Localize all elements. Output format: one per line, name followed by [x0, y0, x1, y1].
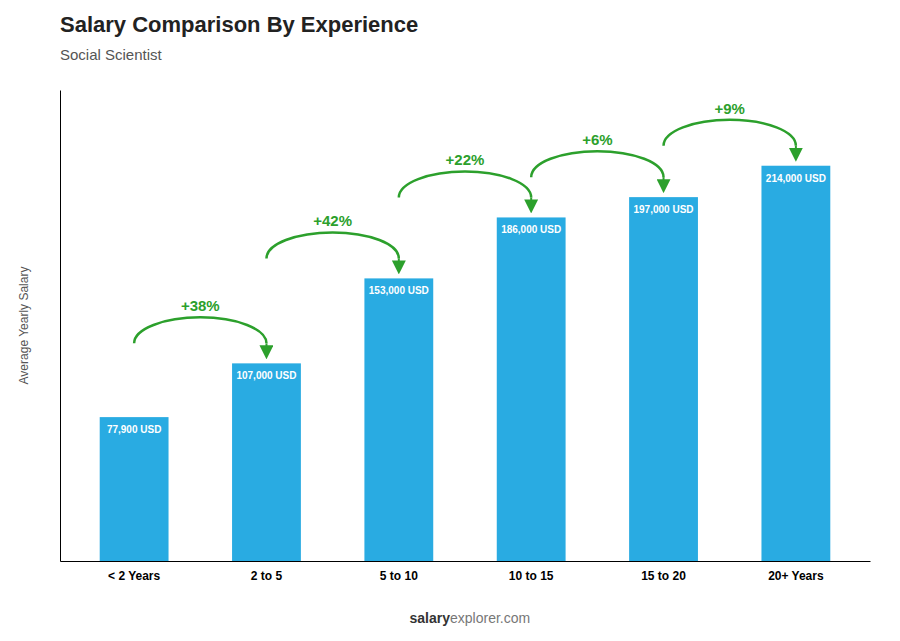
- bar: [364, 278, 433, 561]
- subtitle: Social Scientist: [60, 46, 163, 63]
- x-tick-label: 10 to 15: [509, 569, 554, 583]
- y-axis-title: Average Yearly Salary: [17, 267, 31, 385]
- change-arc: [266, 232, 398, 258]
- title: Salary Comparison By Experience: [60, 12, 418, 37]
- bars: [100, 166, 831, 561]
- x-axis-line: [61, 561, 871, 562]
- x-tick-label: < 2 Years: [108, 569, 160, 583]
- change-label: +22%: [446, 151, 485, 168]
- data-label: 186,000 USD: [501, 224, 561, 235]
- x-tick: 15 to 20: [641, 569, 686, 583]
- change-arrow: [530, 197, 532, 206]
- change-arrow: [265, 343, 267, 352]
- x-tick-label: 20+ Years: [768, 569, 824, 583]
- change-label: +9%: [714, 100, 744, 117]
- x-tick: 10 to 15: [509, 569, 554, 583]
- bar: [497, 217, 566, 561]
- x-tick-label: 5 to 10: [380, 569, 418, 583]
- data-label: 197,000 USD: [634, 204, 694, 215]
- chart: Salary Comparison By Experience Social Sc…: [0, 0, 900, 641]
- change-arc: [134, 317, 266, 343]
- plot: < 2 Years 2 to 5 5 to 10 10 to 15 15 to 20 20…: [61, 91, 871, 583]
- bar: [761, 166, 830, 561]
- x-axis: < 2 Years 2 to 5 5 to 10 10 to 15 15 to 20 20…: [61, 562, 871, 583]
- y-axis-line: [60, 91, 61, 562]
- x-tick: 20+ Years: [768, 569, 824, 583]
- y-axis: [60, 91, 61, 562]
- footer-bold: salary: [410, 610, 451, 626]
- change-arc: [664, 120, 796, 146]
- change-label: +42%: [313, 212, 352, 229]
- change-arc: [399, 171, 531, 197]
- x-tick-label: 15 to 20: [641, 569, 686, 583]
- data-labels: 77,900 USD 107,000 USD 153,000 USD 186,000 …: [107, 173, 826, 435]
- change-label: +6%: [582, 131, 612, 148]
- bar: [232, 363, 301, 561]
- data-label: 77,900 USD: [107, 424, 161, 435]
- data-label: 107,000 USD: [236, 370, 296, 381]
- bar: [100, 417, 169, 561]
- change-arc: [531, 151, 663, 177]
- data-label: 214,000 USD: [766, 173, 826, 184]
- change-arrow: [398, 258, 400, 267]
- x-tick: 2 to 5: [251, 569, 283, 583]
- change-arcs: +38% +42% +22% +6% +9%: [134, 100, 796, 353]
- change-arrow: [795, 146, 797, 155]
- x-tick: < 2 Years: [108, 569, 160, 583]
- x-tick: 5 to 10: [380, 569, 418, 583]
- bar: [629, 197, 698, 561]
- footer-regular: explorer.com: [450, 610, 530, 626]
- data-label: 153,000 USD: [369, 285, 429, 296]
- x-tick-label: 2 to 5: [251, 569, 283, 583]
- change-arrow: [663, 177, 665, 186]
- change-label: +38%: [181, 297, 220, 314]
